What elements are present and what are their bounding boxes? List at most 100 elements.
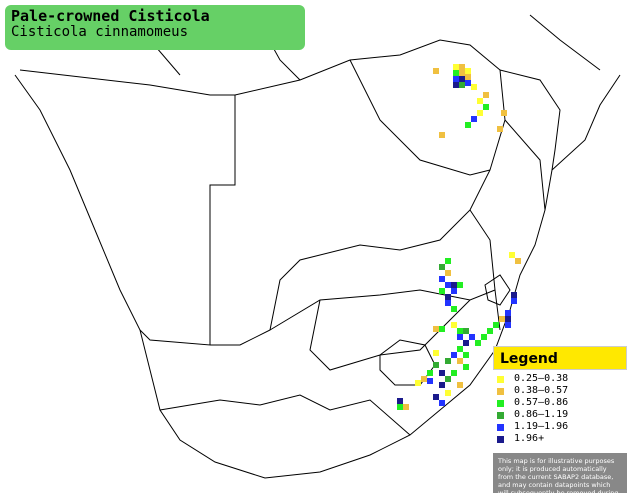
record-cell xyxy=(463,340,469,346)
record-cell xyxy=(457,358,463,364)
record-cell xyxy=(451,352,457,358)
record-cell xyxy=(463,328,469,334)
record-cell xyxy=(505,316,511,322)
record-cell xyxy=(453,70,459,76)
legend-label: 1.19–1.96 xyxy=(514,421,569,432)
record-cell xyxy=(445,258,451,264)
record-cell xyxy=(445,270,451,276)
legend-item: 0.86–1.19 xyxy=(497,409,627,421)
legend-item: 0.25–0.38 xyxy=(497,373,627,385)
border xyxy=(529,14,601,71)
record-cell xyxy=(445,300,451,306)
record-cell xyxy=(439,288,445,294)
record-cell xyxy=(457,346,463,352)
legend-swatch xyxy=(497,411,504,419)
record-cell xyxy=(445,282,451,288)
record-cell xyxy=(453,82,459,88)
record-cell xyxy=(457,334,463,340)
record-cell xyxy=(433,394,439,400)
record-cell xyxy=(463,352,469,358)
record-cell xyxy=(493,322,499,328)
record-cell xyxy=(457,282,463,288)
record-cell xyxy=(427,378,433,384)
record-cell xyxy=(501,110,507,116)
legend-label: 0.57–0.86 xyxy=(514,397,569,408)
border xyxy=(349,59,491,176)
record-cell xyxy=(477,98,483,104)
title-box: Pale-crowned Cisticola Cisticola cinnamo… xyxy=(5,5,305,50)
legend-item: 1.19–1.96 xyxy=(497,421,627,433)
legend-label: 0.86–1.19 xyxy=(514,409,569,420)
border xyxy=(469,209,501,331)
record-cell xyxy=(433,350,439,356)
record-cell xyxy=(453,76,459,82)
record-cell xyxy=(509,252,515,258)
legend-swatch xyxy=(497,399,504,407)
record-cell xyxy=(487,328,493,334)
record-cell xyxy=(465,122,471,128)
record-cell xyxy=(459,82,465,88)
record-cell xyxy=(403,404,409,410)
border xyxy=(210,39,506,346)
record-cell xyxy=(497,126,503,132)
record-cell xyxy=(433,362,439,368)
legend-label: 1.96+ xyxy=(514,433,545,444)
record-cell xyxy=(439,132,445,138)
border xyxy=(499,69,561,171)
record-cell xyxy=(433,326,439,332)
record-cell xyxy=(465,68,471,74)
record-cell xyxy=(477,110,483,116)
record-cell xyxy=(511,292,517,298)
record-cell xyxy=(465,74,471,80)
record-cell xyxy=(451,306,457,312)
record-cell xyxy=(463,364,469,370)
legend-swatch xyxy=(497,375,504,383)
title: Pale-crowned Cisticola xyxy=(11,7,210,25)
record-cell xyxy=(427,370,433,376)
record-cell xyxy=(439,276,445,282)
record-cell xyxy=(439,382,445,388)
record-cell xyxy=(471,84,477,90)
record-cell xyxy=(445,376,451,382)
legend-item: 0.57–0.86 xyxy=(497,397,627,409)
record-cell xyxy=(439,400,445,406)
record-cell xyxy=(505,322,511,328)
record-cell xyxy=(397,404,403,410)
legend-label: 0.38–0.57 xyxy=(514,385,569,396)
record-cell xyxy=(451,288,457,294)
record-cell xyxy=(465,80,471,86)
record-cell xyxy=(451,282,457,288)
record-cell xyxy=(445,294,451,300)
record-cell xyxy=(457,328,463,334)
legend-title: Legend xyxy=(493,346,627,370)
record-cell xyxy=(499,316,505,322)
legend: Legend 0.25–0.38 0.38–0.57 0.57–0.86 0.86–1… xyxy=(493,346,627,494)
legend-swatch xyxy=(497,435,504,443)
record-cell xyxy=(421,376,427,382)
legend-swatch xyxy=(497,423,504,431)
record-cell xyxy=(397,398,403,404)
record-cell xyxy=(415,380,421,386)
legend-label: 0.25–0.38 xyxy=(514,373,569,384)
record-cell xyxy=(451,370,457,376)
record-cell xyxy=(459,76,465,82)
record-cell xyxy=(445,390,451,396)
record-cell xyxy=(445,358,451,364)
border xyxy=(269,289,496,331)
legend-item: 0.38–0.57 xyxy=(497,385,627,397)
record-cell xyxy=(433,68,439,74)
record-cell xyxy=(471,116,477,122)
subtitle: Cisticola cinnamomeus xyxy=(11,24,189,40)
border xyxy=(19,69,236,346)
record-cell xyxy=(453,64,459,70)
record-cell xyxy=(481,334,487,340)
record-cell xyxy=(439,370,445,376)
record-cell xyxy=(505,310,511,316)
record-cell xyxy=(459,64,465,70)
disclaimer: This map is for illustrative purposes on… xyxy=(493,453,627,494)
record-cell xyxy=(459,70,465,76)
record-cell xyxy=(439,264,445,270)
record-cell xyxy=(515,258,521,264)
record-cell xyxy=(457,382,463,388)
